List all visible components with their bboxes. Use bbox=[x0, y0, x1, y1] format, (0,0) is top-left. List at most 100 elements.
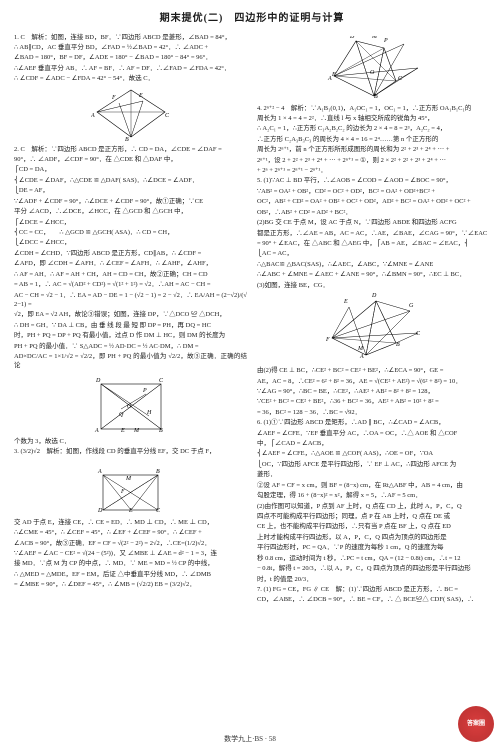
text-line: ∴∠CME = 45°，∴ ∠CEF = 45°，∴ ∠EF + ∠CEF = … bbox=[14, 528, 247, 537]
text-line: = AB = 1，∴ AC = √(AD² + CD²) = √(1² + 1²… bbox=[14, 280, 247, 289]
text-line: ⎨∠AEF = ∠CFE，∴△AOE ≌ △COF( AAS)，∴OE = OF… bbox=[257, 449, 490, 458]
svg-text:C: C bbox=[159, 378, 164, 384]
text-line: 2. C 解析：∵四边形 ABCD 是正方形，∴ CD = DA，∠CDE = … bbox=[14, 145, 247, 154]
svg-text:C: C bbox=[156, 508, 161, 514]
svg-text:E: E bbox=[128, 508, 133, 514]
text-line: 上时才能构成平行四边形，以 A，P，C，Q 四点为顶点的四边形是 bbox=[257, 533, 490, 542]
text-line: 四点不可能构成平行四边形；同理，点 P 在 AB 上时，Q 点在 DE 或 bbox=[257, 512, 490, 521]
text-line: 中，⎧∠CAD = ∠ACB， bbox=[257, 439, 490, 448]
svg-text:E: E bbox=[120, 428, 125, 434]
text-line: ⎩OC，∵四边形 AFCE 是平行四边形，∵ EF ⊥ AC，∴四边形 AFCE… bbox=[257, 460, 490, 469]
text-line: = 90° + ∠EAC，在 △ABC 和 △AEG 中，⎧AB = AE，∠B… bbox=[257, 239, 490, 248]
text-line: 7. (1) FG = CE，FG ∥ CE 解：(1)∵四边形 ABCD 是正… bbox=[257, 585, 490, 594]
svg-text:A: A bbox=[94, 428, 99, 434]
text-line: 个数为 3，故选 C． bbox=[14, 437, 247, 446]
geometry-figure: ABCDEFM bbox=[93, 460, 168, 515]
text-line: ∴正方形 C₂A₃B₃C₃ 的周长为 4 × 4 = 16 = 2⁴……第 n … bbox=[257, 135, 490, 144]
watermark-badge: 答案圈 bbox=[458, 706, 494, 742]
text-line: CD，∠ABE，∴ ∠DCB = 90°，∴ BE = CF，∴ △ BCE≌△… bbox=[257, 595, 490, 604]
svg-text:C: C bbox=[165, 113, 170, 119]
text-line: + 2ⁿ + 2ⁿ⁺¹ = 2ⁿ⁺¹ − 2ⁿ⁺¹． bbox=[257, 166, 490, 175]
text-line: ∴ AB∥CD，AC 垂直平分 BD，∠FAD = ½∠BAD = 42°．∴ … bbox=[14, 43, 247, 52]
text-line: ∴∠ABC + ∠MNE = ∠AEC + ∠ANE = 90°，∴∠BMN =… bbox=[257, 270, 490, 279]
text-line: (3)如图，连接 BE，CG． bbox=[257, 281, 490, 290]
text-line: ∴ AF = AH．∴ AF = AH + CH，AH = CD = CH，故②… bbox=[14, 270, 247, 279]
svg-text:B: B bbox=[374, 94, 378, 100]
svg-text:F: F bbox=[120, 489, 125, 495]
text-line: = ∠MBE = 90°，∴ ∠DEF = 45°，∴ ∠MB = (√2/2)… bbox=[14, 580, 247, 589]
text-line: AC − CH = √2 − 1．∴ EA = AD − DE = 1 − (√… bbox=[14, 291, 247, 310]
text-line: ⎩DE = AF， bbox=[14, 186, 247, 195]
page-footer: 数学九上·BS · 58 bbox=[0, 734, 500, 744]
geometry-figure: FAMBCGDE bbox=[324, 293, 424, 363]
svg-text:A: A bbox=[91, 113, 95, 119]
page-title: 期末提优(二) 四边形中的证明与计算 bbox=[14, 12, 490, 27]
svg-text:M: M bbox=[133, 428, 140, 434]
text-line: 都是正方形，∴∠AE = AB，AC = AC，∴AE，∠BAE，∠CAG = … bbox=[257, 229, 490, 238]
text-line: 4. 2ⁿ⁺² − 4 解析：∵A₁B₁(0,1)，A₁OC₁ = 1，OC₁ … bbox=[257, 104, 490, 113]
svg-text:D: D bbox=[371, 293, 377, 299]
text-line: AE，AC = 8，∴CE² = 6² + 8² = 36，AE = √(CE²… bbox=[257, 377, 490, 386]
text-line: ⎩AC = AC， bbox=[257, 249, 490, 258]
svg-text:E: E bbox=[331, 72, 336, 78]
text-line: ⎧CD = DA， bbox=[14, 165, 247, 174]
text-line: ∴∠AEF 垂直平分 AB．∴ AF = BF．∴ AF = DF．∴∠FAD … bbox=[14, 64, 247, 73]
text-line: ∠CDH = ∠CHD．∵四边形 ABCD 是正方形，CD∥AB，∴ ∠CDF … bbox=[14, 249, 247, 258]
text-line: ∵∠AG = 90°，∴BC = BE，∴CE²，∴AE² + AB² = 8²… bbox=[257, 387, 490, 396]
svg-text:D: D bbox=[97, 508, 103, 514]
text-line: (2)由作图可以知道，P 点到 AF 上时，Q 点在 CD 上，此时 A，P，C… bbox=[257, 502, 490, 511]
text-line: 1. C 解析：如图，连接 BD，BF．∵四边形 ABCD 是菱形，∠BAD =… bbox=[14, 33, 247, 42]
svg-text:B: B bbox=[396, 342, 400, 348]
text-line: √2，即 EA = √2 AH，故论③错误；如图，连接 DP，∵△DCO ≌ △… bbox=[14, 310, 247, 319]
text-line: 周长为 2ⁿ⁺¹，前 n 个正方形所形成图形的周长和为 2² + 2³ + 2⁴… bbox=[257, 145, 490, 154]
svg-text:B: B bbox=[156, 469, 160, 475]
svg-text:C: C bbox=[398, 76, 403, 82]
text-line: CE 上，也不能构成平行四边形，∴只有当 P 点在 BF 上，Q 点在 ED bbox=[257, 522, 490, 531]
svg-text:F: F bbox=[111, 95, 116, 101]
svg-text:Q: Q bbox=[119, 412, 124, 418]
geometry-figure: ABCDEF bbox=[91, 87, 171, 142]
text-line: 菱形． bbox=[257, 470, 490, 479]
text-line: 90°，∴ ∠ADF，∠CDF = 90°．在 △CDE 和 △DAF 中， bbox=[14, 155, 247, 164]
svg-text:D: D bbox=[125, 87, 131, 89]
text-line: ∠AEF = ∠CFE．∵EF 垂直平分 AC，∴OA = OC，∴△ AOE … bbox=[257, 429, 490, 438]
text-line: ∠AFD，即 ∠CDH = ∠AFH．∴ ∠CEF = ∠AFH．∴ ∠AHF，… bbox=[14, 259, 247, 268]
text-line: ∴ DH = GH．∵ DA ⊥ CB，由 垂 线 段 最 短 即 DP = P… bbox=[14, 321, 247, 330]
text-line: 由(2)得 CE ⊥ BC，∴CE² + BC² = CE² + BE²，∴∠E… bbox=[257, 366, 490, 375]
text-line: 6. (1)①∵四边形 ABCD 是矩形，∴AD ∥ BC，∴∠CAD = ∠A… bbox=[257, 418, 490, 427]
svg-text:M: M bbox=[371, 36, 378, 40]
svg-text:A: A bbox=[97, 469, 102, 475]
text-line: 5. (1)∵AC ⊥ BD 平行，∴∠AOB = ∠COD = ∠AOD = … bbox=[257, 176, 490, 185]
text-line: PH + PQ 的最小值．∵ S△ADC = ½ AD·DC = ½ AC·DM… bbox=[14, 342, 247, 351]
svg-text:B: B bbox=[125, 137, 129, 142]
svg-text:P: P bbox=[142, 388, 147, 394]
text-line: 2ⁿ⁺¹，设 2 + 2² + 2³ + 2⁴ + ⋯ + 2ⁿ⁺¹ = ①，则… bbox=[257, 156, 490, 165]
svg-text:H: H bbox=[146, 410, 152, 416]
svg-text:C: C bbox=[416, 331, 421, 337]
text-line: ∵AB² = OA² + OB²，CD² = OC² + OD²，BC² = O… bbox=[257, 187, 490, 196]
text-line: ⎨CC = CC， ∴ △GCD ≌ △GCH( ASA)．∴ CD = CH， bbox=[14, 228, 247, 237]
content-columns: 1. C 解析：如图，连接 BD，BF．∵四边形 ABCD 是菱形，∠BAD =… bbox=[14, 33, 490, 606]
geometry-figure: AEDMPCBO bbox=[324, 36, 424, 101]
text-line: 周长为 1 × 4 = 4 = 2²．∴直线 l 与 x 轴相交所成的锐角为 4… bbox=[257, 114, 490, 123]
svg-text:B: B bbox=[159, 428, 163, 434]
text-line: ∠ACB = 90°，故③正确．EF = CF = √(2² − 2²) = 2… bbox=[14, 539, 247, 548]
text-line: 交 AD 于点 E，连接 CE，∴ CE = ED．∴ MD ⊥ CD，∴ ME… bbox=[14, 518, 247, 527]
text-line: 3. (3/2)√2 解析：如图，作线段 CD 的垂直平分线 EF，交 DC 于… bbox=[14, 447, 247, 456]
text-line: ∴ △MED = △MDE，EF = EM，后证 △中垂直平分线 MD，∴ ∠D… bbox=[14, 570, 247, 579]
text-line: ∠BAD = 180°，BF = DF，∠ADE = 180° − ∠BAD =… bbox=[14, 53, 247, 62]
text-line: 时，PH + PQ = DP + PQ 有最小值，过点 D 作 DM ⊥ HC，… bbox=[14, 331, 247, 340]
text-line: ∵∠ADF + ∠CDF = 90°，∴∠DCE + ∠CDF = 90°，故①… bbox=[14, 197, 247, 206]
left-column: 1. C 解析：如图，连接 BD，BF．∵四边形 ABCD 是菱形，∠BAD =… bbox=[14, 33, 247, 606]
svg-text:M: M bbox=[357, 346, 364, 352]
text-line: (2)BG 交 CE 于点 M，设 AC 于点 N，∵四边形 ABDE 和四边形… bbox=[257, 218, 490, 227]
right-column: AEDMPCBO4. 2ⁿ⁺² − 4 解析：∵A₁B₁(0,1)，A₁OC₁ … bbox=[257, 33, 490, 606]
text-line: ∵∠AEF = ∠AC − CE² = √(24 − (5²))．又 ∠MBE … bbox=[14, 549, 247, 558]
svg-text:D: D bbox=[95, 378, 101, 384]
text-line: 秒 0.8 cm，运动时间为 t 秒，∴PC = t cm，QA = (12 −… bbox=[257, 554, 490, 563]
text-line: ⎧∠DCE = ∠HCC， bbox=[14, 218, 247, 227]
text-line: ∵CE² + BC² = CE² + BE²，∴36 + BC² = 36，AE… bbox=[257, 397, 490, 406]
svg-text:G: G bbox=[409, 303, 414, 309]
text-line: 勾股定理，得 16 + (8−x)² = x²，解得 x = 5，∴AF = 5… bbox=[257, 491, 490, 500]
text-line: ②设 AF = CF = x cm，则 BF = (8−x) cm，在 Rt△A… bbox=[257, 481, 490, 490]
